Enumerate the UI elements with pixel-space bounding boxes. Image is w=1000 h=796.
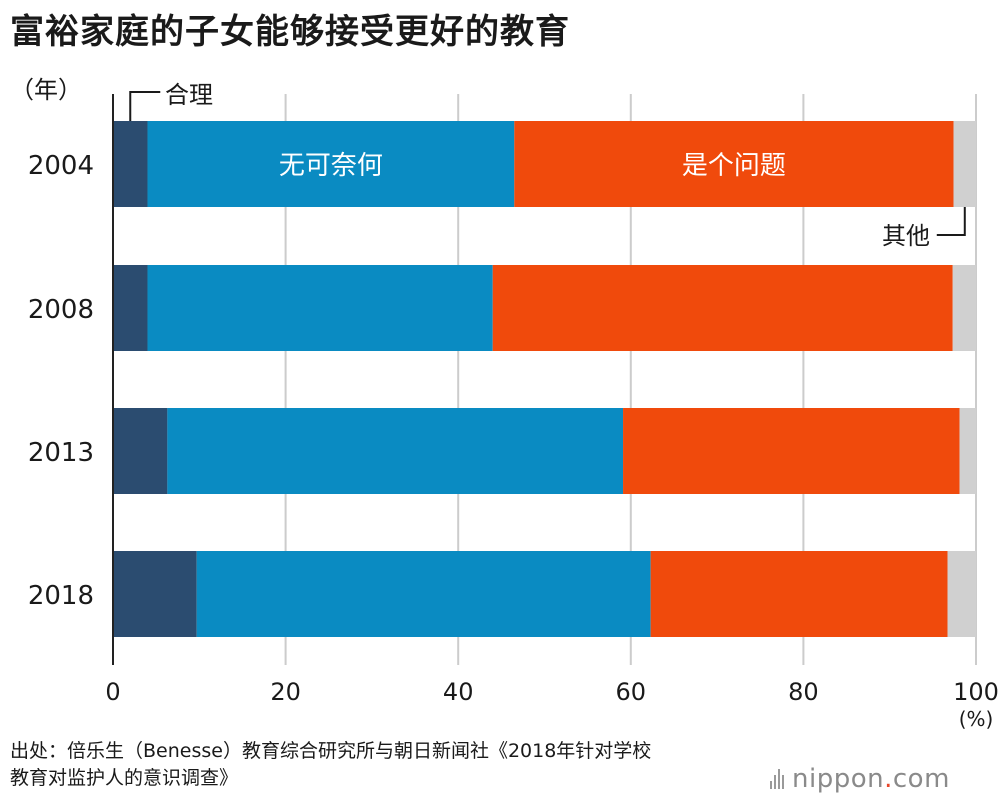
x-unit-label: (%) [959,707,994,731]
bar-segment [953,121,976,207]
logo-bars-icon [770,769,786,789]
source-line-1: 出处：倍乐生（Benesse）教育综合研究所与朝日新闻社《2018年针对学校 [10,740,652,762]
x-tick-label: 100 [953,678,999,706]
bar-segment [623,408,960,494]
callout-line-reasonable [129,91,161,121]
bar-segment [947,551,976,637]
bar-segment [514,121,954,207]
inline-series-label: 是个问题 [682,151,786,181]
callout-label-reasonable: 合理 [165,81,213,109]
x-tick-label: 20 [270,678,301,706]
callout-line-other [936,207,966,236]
bar-segment [147,121,515,207]
category-label: 2018 [28,581,94,611]
bar-segment [196,551,651,637]
bar-segment [113,551,197,637]
source-line-2: 教育对监护人的意识调查》 [10,767,239,789]
nippon-logo: nippon.com [770,764,950,794]
x-tick-label: 60 [616,678,647,706]
bar-segment [147,265,493,351]
category-label: 2008 [28,295,94,325]
x-tick-label: 0 [105,678,120,706]
bar-segment [952,265,976,351]
chart-title: 富裕家庭的子女能够接受更好的教育 [10,12,570,52]
bar-segment [167,408,624,494]
source-note: 出处：倍乐生（Benesse）教育综合研究所与朝日新闻社《2018年针对学校 教… [10,738,651,792]
bar-segment [113,408,168,494]
inline-series-label: 无可奈何 [279,151,383,181]
bar-segment [492,265,953,351]
x-tick-label: 80 [788,678,819,706]
category-label: 2013 [28,438,94,468]
bar-segment [959,408,976,494]
callout-label-other: 其他 [882,222,930,250]
logo-text: nippon.com [792,764,950,794]
y-axis-label: （年） [10,76,82,104]
bar-segment [113,121,148,207]
bar-segment [650,551,948,637]
bar-segment [113,265,148,351]
x-tick-label: 40 [443,678,474,706]
category-label: 2004 [28,151,94,181]
